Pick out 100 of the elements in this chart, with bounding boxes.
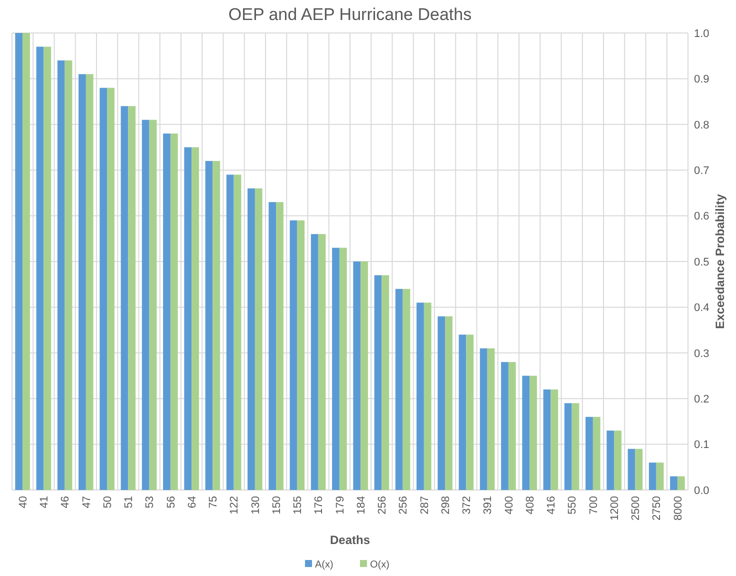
x-tick-label: 550 bbox=[566, 496, 579, 514]
bar bbox=[128, 106, 136, 490]
bar bbox=[86, 74, 94, 490]
x-tick-label: 47 bbox=[80, 496, 93, 508]
bar bbox=[487, 348, 495, 490]
bar bbox=[501, 362, 508, 490]
bar bbox=[648, 462, 656, 490]
bar bbox=[656, 462, 664, 490]
bar bbox=[22, 33, 30, 490]
bar bbox=[543, 389, 551, 490]
y-tick-label: 0.4 bbox=[694, 302, 710, 314]
bar bbox=[149, 120, 157, 490]
bar bbox=[184, 147, 192, 490]
x-tick-label: 41 bbox=[38, 496, 51, 508]
bar bbox=[290, 220, 298, 490]
bar bbox=[424, 302, 432, 490]
x-tick-label: 75 bbox=[208, 496, 220, 508]
bar bbox=[550, 389, 558, 490]
x-tick-label: 56 bbox=[165, 496, 178, 508]
x-tick-label: 391 bbox=[482, 496, 494, 514]
y-tick-label: 0.1 bbox=[694, 439, 710, 452]
bar bbox=[480, 348, 488, 490]
bar bbox=[458, 334, 466, 490]
bar bbox=[107, 88, 114, 490]
y-tick-label: 1.0 bbox=[694, 28, 710, 40]
bar bbox=[332, 248, 340, 490]
bar bbox=[276, 202, 284, 490]
bar bbox=[212, 160, 220, 490]
x-tick-label: 184 bbox=[355, 496, 368, 514]
bar bbox=[670, 476, 678, 490]
bar bbox=[374, 275, 382, 490]
bar bbox=[192, 147, 199, 490]
bar bbox=[57, 60, 65, 490]
bar bbox=[339, 248, 347, 490]
bar bbox=[677, 476, 685, 490]
bar bbox=[564, 403, 572, 490]
bar bbox=[445, 316, 452, 490]
x-tick-label: 298 bbox=[440, 496, 452, 514]
y-tick-label: 0.6 bbox=[694, 210, 710, 223]
bar bbox=[382, 275, 390, 490]
legend-label: O(x) bbox=[370, 560, 390, 570]
x-tick-label: 256 bbox=[398, 496, 410, 514]
x-tick-label: 130 bbox=[250, 496, 262, 514]
x-tick-label: 53 bbox=[144, 496, 156, 508]
x-tick-label: 2500 bbox=[630, 496, 642, 520]
bar bbox=[353, 262, 361, 490]
chart-title: OEP and AEP Hurricane Deaths bbox=[228, 5, 472, 24]
bar bbox=[120, 106, 128, 490]
x-tick-label: 8000 bbox=[672, 496, 684, 520]
y-tick-label: 0.0 bbox=[694, 484, 710, 497]
bar bbox=[416, 302, 424, 490]
x-tick-label: 700 bbox=[588, 496, 600, 514]
x-tick-label: 51 bbox=[123, 496, 136, 508]
bar bbox=[226, 174, 234, 490]
x-tick-label: 50 bbox=[102, 496, 114, 508]
x-tick-label: 1200 bbox=[608, 496, 621, 520]
x-tick-label: 372 bbox=[461, 496, 474, 514]
x-tick-label: 46 bbox=[60, 496, 72, 508]
x-tick-label: 287 bbox=[418, 496, 431, 514]
legend-label: A(x) bbox=[315, 560, 334, 570]
bar bbox=[248, 188, 255, 490]
bar bbox=[170, 134, 178, 490]
bar bbox=[592, 416, 600, 490]
bar bbox=[402, 288, 410, 490]
x-tick-label: 400 bbox=[503, 496, 516, 514]
bar bbox=[254, 188, 262, 490]
bar bbox=[36, 46, 44, 490]
y-tick-label: 0.5 bbox=[694, 256, 710, 268]
bar bbox=[606, 430, 614, 490]
bar bbox=[78, 74, 86, 490]
bar bbox=[360, 262, 368, 490]
bar bbox=[395, 288, 403, 490]
y-tick-label: 0.8 bbox=[694, 119, 710, 132]
bar bbox=[297, 220, 305, 490]
bar bbox=[438, 316, 446, 490]
bar bbox=[100, 88, 108, 490]
y-tick-label: 0.9 bbox=[694, 74, 710, 86]
y-tick-label: 0.7 bbox=[694, 164, 710, 177]
bar bbox=[572, 403, 580, 490]
bar bbox=[163, 134, 170, 490]
bar bbox=[522, 376, 530, 490]
bar bbox=[628, 448, 636, 490]
bar bbox=[142, 120, 150, 490]
x-tick-label: 416 bbox=[546, 496, 558, 514]
bar bbox=[586, 416, 593, 490]
x-tick-label: 155 bbox=[292, 496, 304, 514]
bar bbox=[466, 334, 474, 490]
x-axis-title: Deaths bbox=[330, 533, 370, 547]
x-tick-label: 40 bbox=[17, 496, 30, 508]
x-tick-label: 256 bbox=[376, 496, 389, 514]
bar bbox=[530, 376, 537, 490]
x-tick-label: 408 bbox=[524, 496, 536, 514]
x-tick-label: 122 bbox=[228, 496, 241, 514]
y-axis-title: Exceedance Probability bbox=[713, 194, 727, 329]
bar bbox=[44, 46, 52, 490]
bar bbox=[234, 174, 242, 490]
x-tick-label: 64 bbox=[186, 496, 198, 508]
y-tick-label: 0.3 bbox=[694, 348, 710, 360]
x-tick-label: 150 bbox=[270, 496, 283, 514]
x-tick-label: 2750 bbox=[651, 496, 664, 520]
